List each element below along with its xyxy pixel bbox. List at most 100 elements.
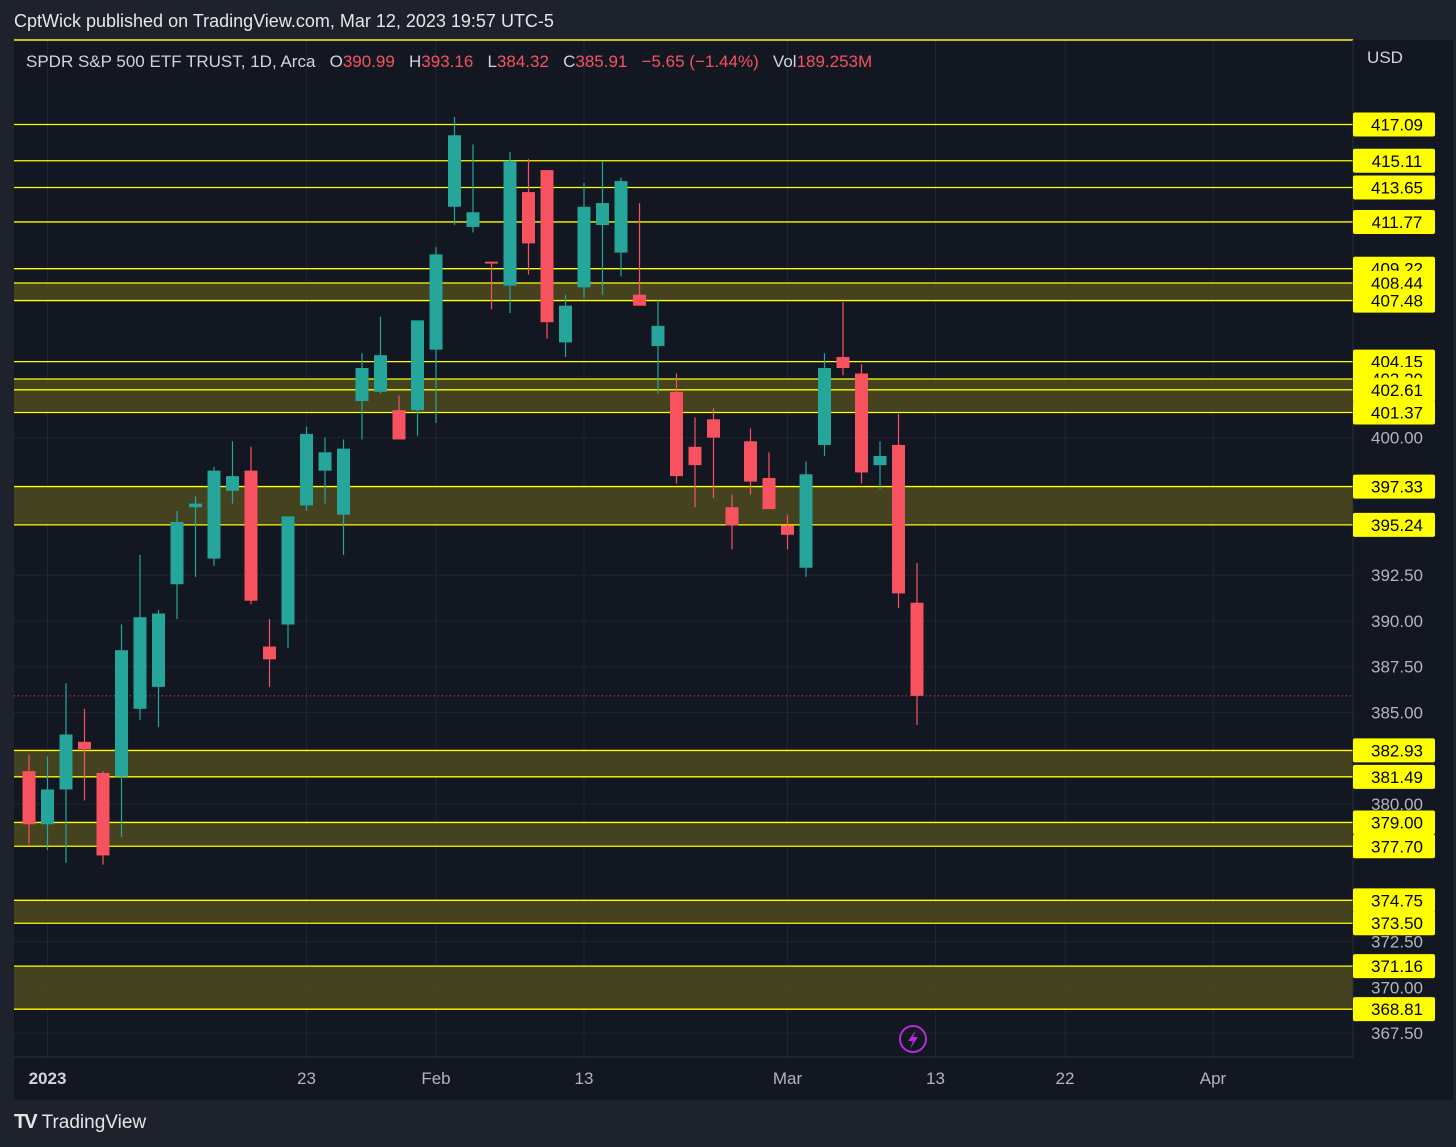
candle-body [614,181,628,253]
level-price-label: 413.65 [1371,179,1423,198]
candle [651,300,665,394]
high-label: H [409,52,422,71]
level-price-tag [1353,112,1435,137]
candle [115,624,128,838]
candle-body [781,525,794,535]
candle [263,619,276,687]
level-price-tag [1353,400,1435,425]
candle-body [485,261,498,264]
candle [485,261,498,310]
candle-body [96,772,110,856]
x-tick-label: Mar [773,1069,803,1088]
candle [226,441,239,504]
candle-body [540,170,554,323]
candles [22,116,924,865]
level-price-tag [1353,474,1435,499]
candle [78,708,91,801]
level-price-label: 377.70 [1371,837,1423,856]
candle [707,408,720,499]
symbol-label: SPDR S&P 500 ETF TRUST, 1D, Arca [26,52,316,71]
candle [503,151,517,314]
level-price-label: 373.50 [1371,914,1423,933]
candle [300,426,313,511]
candle [22,754,36,845]
candle [799,461,813,577]
candle [374,316,387,394]
candle-body [651,325,665,347]
level-price-tag [1353,888,1435,913]
candle-body [503,160,517,286]
candle [725,494,739,550]
level-price-tag [1353,738,1435,763]
candle-body [596,203,609,226]
zone-band [14,379,1353,390]
candle [596,160,609,295]
y-tick-label: 385.00 [1371,704,1423,723]
level-price-label: 417.09 [1371,115,1423,134]
candle [873,441,887,489]
level-price-label: 379.00 [1371,813,1423,832]
candle-body [59,734,73,790]
volume-value: 189.253M [796,52,873,71]
open-value: 390.99 [342,52,395,71]
candle [522,159,535,275]
candle-body [744,441,757,482]
candle-body [133,617,147,709]
lightning-icon-circle [899,1025,927,1053]
candle-body [300,433,313,506]
level-price-label: 415.11 [1372,152,1423,171]
candle [670,373,683,484]
candle [762,452,776,510]
candle-body [892,444,905,594]
time-axis: 2023 23 Feb 13 Mar 13 22 Apr [14,1025,1353,1088]
candle [910,562,924,725]
level-price-label: 402.61 [1371,381,1423,400]
y-tick-label: 387.50 [1371,658,1423,677]
candle [781,514,794,550]
grid-lines [14,40,1353,1057]
candle [411,320,424,436]
candle-body [559,305,572,343]
x-tick-label: Apr [1200,1069,1227,1088]
candle [59,683,73,863]
y-tick-label: 370.00 [1371,978,1423,997]
x-tick-label: 22 [1056,1069,1075,1088]
candle-body [337,448,350,515]
level-price-tag [1353,764,1435,789]
zone-band [14,282,1353,301]
candle-body [873,455,887,466]
level-price-label: 404.15 [1371,353,1423,372]
candle-body [318,452,332,471]
candle [633,203,646,306]
candle-body [799,474,813,568]
candle-body [281,516,295,625]
candle [540,170,554,339]
y-tick-label: 380.00 [1371,795,1423,814]
level-price-tag [1353,288,1435,313]
candle-body [762,477,776,510]
level-price-label: 411.77 [1372,213,1423,232]
zone-band [14,486,1353,525]
candle [392,395,406,440]
y-tick-label: 390.00 [1371,612,1423,631]
y-tick-label: 400.00 [1371,429,1423,448]
candle [448,116,461,226]
candle-body [725,507,739,526]
candle-body [707,419,720,438]
candle-body [152,613,165,687]
candle [429,247,443,423]
candle [152,609,165,728]
level-price-label: 401.37 [1371,404,1423,423]
level-price-tag [1353,209,1435,234]
price-axis-panel [1353,40,1453,1057]
candle [744,428,757,495]
tradingview-logo[interactable]: TV TradingView [14,1111,146,1134]
candle-body [263,646,276,660]
lightning-icon-bolt [908,1030,918,1049]
x-tick-label: Feb [421,1069,450,1088]
level-price-label: 395.24 [1371,516,1423,535]
candle-body [466,212,480,227]
x-tick-label: 13 [575,1069,594,1088]
candle [337,439,350,555]
